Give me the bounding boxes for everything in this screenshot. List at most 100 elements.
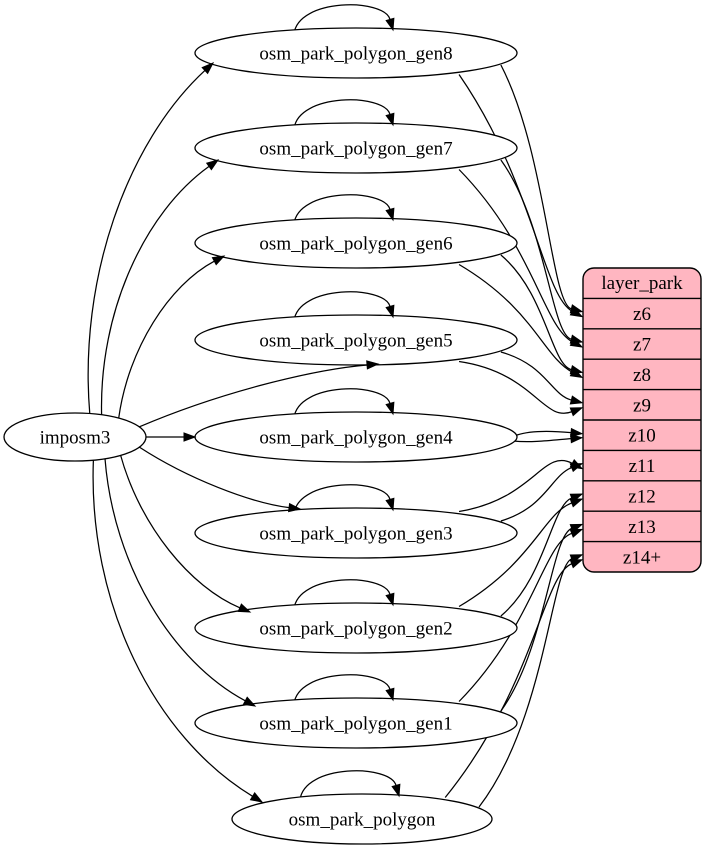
arrowhead-self-osm_park_polygon_gen4 xyxy=(385,401,395,416)
edge-imposm3-to-osm_park_polygon_gen7 xyxy=(100,165,210,415)
node-osm_park_polygon_gen1-shape xyxy=(194,697,518,749)
arrowhead-into-z9 xyxy=(569,407,584,417)
node-osm_park_polygon_gen1: osm_park_polygon_gen1 xyxy=(194,697,518,749)
self-loop-osm_park_polygon_gen2 xyxy=(293,579,391,610)
node-imposm3-shape xyxy=(3,412,147,462)
node-osm_park_polygon_gen8-label: osm_park_polygon_gen8 xyxy=(259,44,452,65)
edge-osm_park_polygon_gen5-to-z9-b xyxy=(458,360,572,414)
record-layer_park: layer_park z6 z7 z8 z9 z10 z11 z12 z13 z14+ xyxy=(582,267,702,573)
self-loop-osm_park_polygon_gen6 xyxy=(293,194,391,225)
arrowhead-into-osm_park_polygon_gen8 xyxy=(201,62,215,75)
edge-osm_park_polygon_gen3-to-z11-a xyxy=(500,466,572,522)
edges-layer xyxy=(87,4,573,808)
node-osm_park_polygon: osm_park_polygon xyxy=(231,793,493,845)
node-osm_park_polygon_gen7-shape xyxy=(194,122,518,174)
edge-imposm3-to-osm_park_polygon_gen5 xyxy=(139,364,368,428)
node-osm_park_polygon_gen7: osm_park_polygon_gen7 xyxy=(194,122,518,174)
arrowhead-into-z9 xyxy=(569,395,584,405)
node-osm_park_polygon_gen5: osm_park_polygon_gen5 xyxy=(194,314,518,366)
record-row-z8-label: z8 xyxy=(633,365,651,386)
record-row-z12-label: z12 xyxy=(628,487,655,508)
self-loop-osm_park_polygon_gen4 xyxy=(293,388,391,419)
arrowhead-into-osm_park_polygon_gen3 xyxy=(288,502,302,513)
record-row-z9-label: z9 xyxy=(633,395,651,416)
arrowhead-into-z12 xyxy=(569,498,584,508)
edge-osm_park_polygon_gen3-to-z11-b xyxy=(458,459,573,513)
record-row-z7-label: z7 xyxy=(633,335,651,356)
node-osm_park_polygon_gen8: osm_park_polygon_gen8 xyxy=(194,27,518,79)
arrowhead-into-osm_park_polygon_gen4 xyxy=(183,432,197,442)
node-osm_park_polygon_gen6-label: osm_park_polygon_gen6 xyxy=(259,234,452,255)
arrowhead-into-z11 xyxy=(569,458,584,470)
edge-imposm3-to-osm_park_polygon_gen1 xyxy=(104,458,246,702)
arrowhead-into-osm_park_polygon_gen7 xyxy=(205,159,220,171)
node-osm_park_polygon_gen7-label: osm_park_polygon_gen7 xyxy=(259,139,452,160)
arrowheads-layer xyxy=(183,17,584,803)
edge-osm_park_polygon_gen6-to-z8-a xyxy=(500,254,572,371)
record-row-z11-label: z11 xyxy=(629,456,656,477)
self-loop-osm_park_polygon xyxy=(299,770,397,801)
arrowhead-into-osm_park_polygon_gen6 xyxy=(211,255,226,266)
edge-osm_park_polygon_gen7-to-z7-a xyxy=(500,159,572,340)
edge-osm_park_polygon_gen7-to-z7-b xyxy=(458,169,573,343)
arrowhead-into-z8 xyxy=(569,367,584,379)
self-loop-osm_park_polygon_gen5 xyxy=(293,291,391,322)
record-row-z9: z9 xyxy=(583,388,701,416)
node-imposm3-label: imposm3 xyxy=(40,428,111,449)
arrowhead-into-osm_park_polygon_gen5 xyxy=(366,360,380,370)
edge-osm_park_polygon-to-z14+-a xyxy=(478,558,573,808)
node-osm_park_polygon-shape xyxy=(231,793,493,845)
node-osm_park_polygon_gen3-shape xyxy=(194,507,518,559)
record-row-z12: z12 xyxy=(583,480,701,508)
record-row-z10: z10 xyxy=(583,419,701,447)
arrowhead-self-osm_park_polygon_gen3 xyxy=(385,497,395,512)
node-osm_park_polygon_gen5-shape xyxy=(194,314,518,366)
arrowhead-self-osm_park_polygon_gen2 xyxy=(385,592,395,607)
edge-osm_park_polygon_gen1-to-z13-b xyxy=(458,532,572,702)
edge-imposm3-to-osm_park_polygon_gen3 xyxy=(139,446,290,509)
record-row-z13: z13 xyxy=(583,510,701,538)
arrowhead-into-osm_park_polygon_gen1 xyxy=(242,696,257,707)
edge-osm_park_polygon_gen2-to-z12-a xyxy=(500,497,573,617)
record-row-z6-label: z6 xyxy=(633,304,651,325)
node-osm_park_polygon_gen8-shape xyxy=(194,27,518,79)
node-osm_park_polygon_gen1-label: osm_park_polygon_gen1 xyxy=(259,714,452,735)
self-loop-osm_park_polygon_gen8 xyxy=(293,4,391,35)
record-row-z8: z8 xyxy=(583,358,701,386)
arrowhead-into-z14+ xyxy=(569,559,584,569)
edge-imposm3-to-osm_park_polygon xyxy=(92,460,253,797)
record-row-z11: z11 xyxy=(583,449,701,477)
record-row-z13-label: z13 xyxy=(628,517,655,538)
arrowhead-into-z10 xyxy=(570,433,584,444)
edge-osm_park_polygon_gen8-to-z6-a xyxy=(500,64,572,310)
node-osm_park_polygon_gen6: osm_park_polygon_gen6 xyxy=(194,217,518,269)
edge-imposm3-to-osm_park_polygon_gen8 xyxy=(87,70,206,414)
edge-imposm3-to-osm_park_polygon_gen6 xyxy=(118,260,215,419)
record-row-z14+-label: z14+ xyxy=(623,547,661,568)
self-loop-osm_park_polygon_gen1 xyxy=(293,674,391,705)
edge-osm_park_polygon_gen1-to-z13-a xyxy=(500,527,573,712)
node-osm_park_polygon-label: osm_park_polygon xyxy=(289,810,436,831)
node-osm_park_polygon_gen5-label: osm_park_polygon_gen5 xyxy=(259,331,452,352)
edge-osm_park_polygon_gen5-to-z9-a xyxy=(500,351,572,401)
edge-osm_park_polygon_gen4-to-z10-b xyxy=(512,437,572,443)
node-osm_park_polygon_gen2: osm_park_polygon_gen2 xyxy=(194,602,518,654)
self-loop-osm_park_polygon_gen3 xyxy=(293,484,391,515)
record-row-z6: z6 xyxy=(583,297,701,325)
arrowhead-into-osm_park_polygon xyxy=(249,792,264,803)
record-row-z7: z7 xyxy=(583,328,701,356)
edge-osm_park_polygon_gen6-to-z8-b xyxy=(458,263,573,373)
record-node-layer: layer_park z6 z7 z8 z9 z10 z11 z12 z13 z14+ xyxy=(582,267,702,573)
self-loop-osm_park_polygon_gen7 xyxy=(293,99,391,130)
node-osm_park_polygon_gen4-label: osm_park_polygon_gen4 xyxy=(259,428,453,449)
arrowhead-into-z13 xyxy=(569,528,584,538)
arrowhead-self-osm_park_polygon_gen8 xyxy=(385,17,395,32)
node-osm_park_polygon_gen3-label: osm_park_polygon_gen3 xyxy=(259,524,452,545)
nodes-layer: imposm3 osm_park_polygon_gen8 osm_park_pol… xyxy=(3,27,518,845)
edge-osm_park_polygon-to-z14+-b xyxy=(444,563,572,798)
arrowhead-into-z10 xyxy=(570,427,584,438)
arrowhead-into-z6 xyxy=(569,306,584,318)
edge-imposm3-to-osm_park_polygon_gen2 xyxy=(120,455,241,609)
